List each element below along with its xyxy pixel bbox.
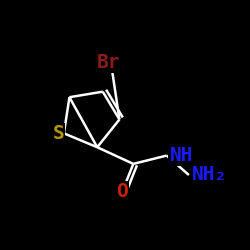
- Text: O: O: [116, 182, 128, 201]
- Text: Br: Br: [96, 53, 120, 72]
- Text: NH₂: NH₂: [192, 166, 227, 184]
- Text: NH: NH: [170, 146, 193, 165]
- Text: S: S: [52, 124, 64, 143]
